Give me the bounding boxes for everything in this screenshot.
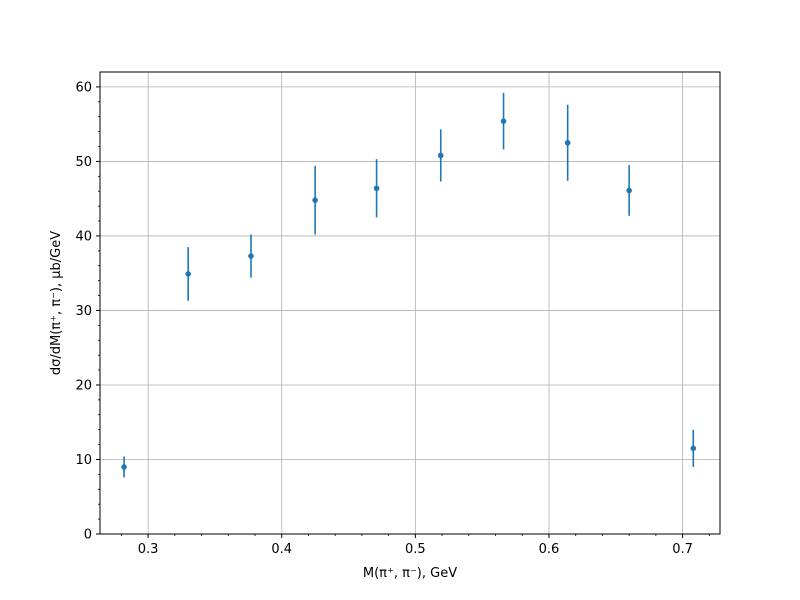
axis-ticks: 0.3 0.4 0.5 0.6 0.7 0 10 20 30 40 50 60: [75, 80, 710, 557]
data-point: [248, 253, 254, 259]
y-tick-label: 60: [75, 80, 92, 95]
data-point: [500, 118, 507, 124]
data-point: [121, 464, 127, 470]
x-axis-title: M(π⁺, π⁻), GeV: [363, 566, 457, 581]
y-tick-label: 50: [75, 155, 92, 170]
data-point: [373, 185, 380, 192]
x-tick-label: 0.7: [672, 542, 693, 557]
data-point: [185, 271, 191, 277]
x-tick-label: 0.3: [138, 542, 159, 557]
y-tick-label: 30: [75, 304, 92, 319]
data-point: [564, 139, 571, 146]
y-tick-label: 20: [75, 378, 92, 393]
data-point: [437, 152, 444, 159]
data-series: [121, 92, 697, 478]
plot-frame: [99, 71, 721, 535]
y-axis-title: dσ/dM(π⁺, π⁻), μb/GeV: [49, 231, 64, 375]
x-tick-label: 0.6: [539, 542, 560, 557]
grid: [100, 72, 720, 535]
data-point: [312, 197, 318, 203]
x-tick-label: 0.4: [271, 542, 292, 557]
y-tick-label: 0: [84, 528, 92, 543]
y-tick-label: 40: [75, 229, 92, 244]
x-tick-label: 0.5: [405, 542, 426, 557]
data-point: [690, 445, 697, 452]
data-point: [626, 187, 632, 194]
y-tick-label: 10: [75, 453, 92, 468]
